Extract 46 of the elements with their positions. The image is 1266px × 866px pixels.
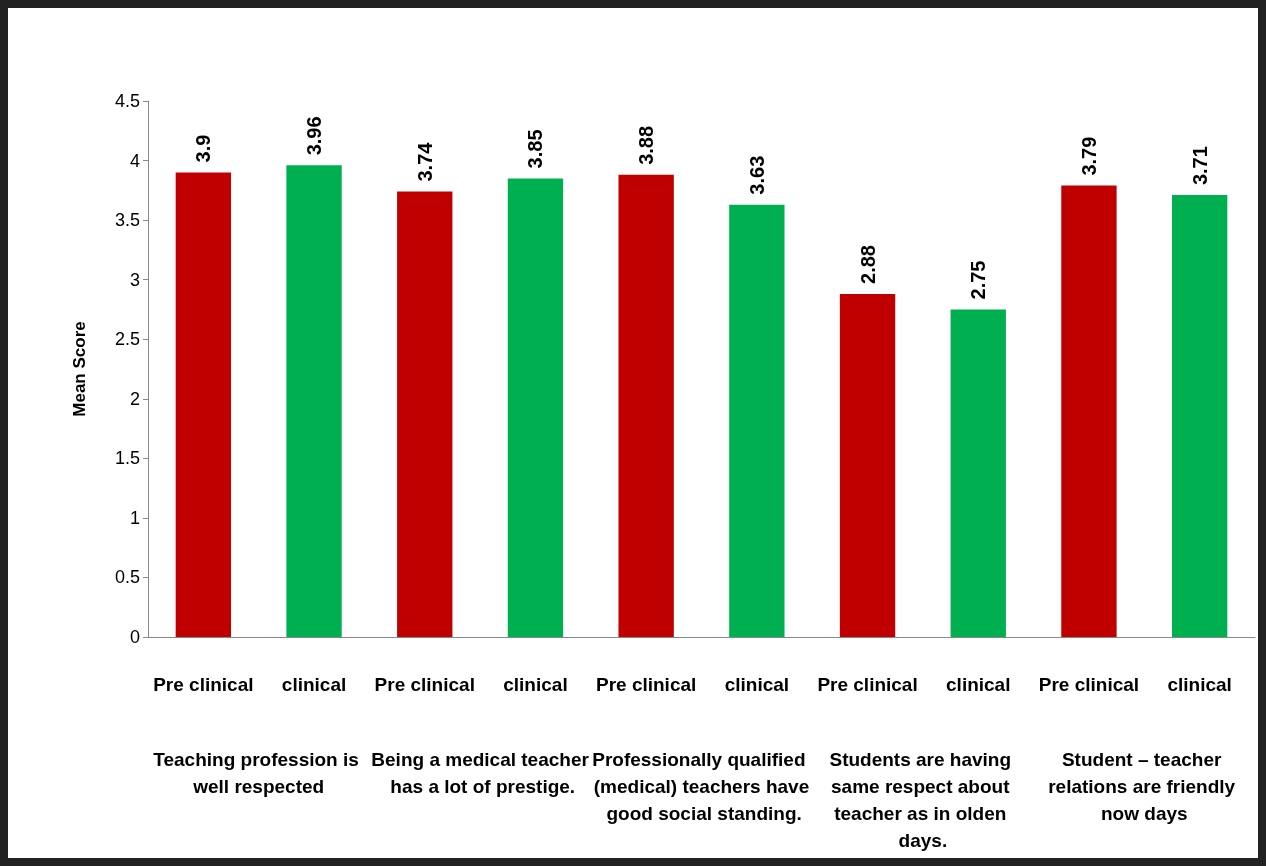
y-tick-label: 2.5 [114,329,140,350]
bar [1171,195,1228,637]
bar [839,293,896,637]
y-tick-label: 4 [129,150,140,171]
data-label: 2.88 [856,245,879,284]
x-tick-label: Pre clinical [1038,674,1140,695]
x-tick-label: Pre clinical [374,674,475,695]
bar [286,165,342,637]
text: Professionally qualified (medical) teachers have good social standing. [592,749,811,824]
text: Teaching profession is well respected [153,749,365,797]
x-tick-label: clinical [946,674,1011,695]
data-label: 3.96 [303,116,326,156]
x-tick-label: clinical [1167,674,1232,695]
bar [175,172,232,637]
y-axis-title: Mean Score [70,321,89,417]
data-label: 2.75 [967,260,990,300]
bar [1061,185,1117,637]
y-tick-label: 1.5 [114,448,140,469]
y-tick-label: 4.5 [114,91,140,111]
y-tick-label: 0 [129,627,140,647]
text: Students are having same respect about teacher as in olden days. [829,749,1017,851]
y-tick-label: 3 [129,269,140,290]
x-tick-label: Pre clinical [595,674,697,695]
data-label: 3.9 [192,134,215,163]
text: Being a medical teacher has a lot of prestige. [371,749,590,797]
data-label: 3.63 [745,155,768,195]
data-label: 3.79 [1077,136,1100,176]
data-label: 3.85 [524,129,547,169]
y-tick-label: 3.5 [114,210,140,231]
x-tick-label: clinical [503,674,568,695]
bar [729,204,785,637]
data-label: 3.74 [413,141,436,182]
x-tick-label: Pre clinical [153,674,254,695]
bar [397,191,453,637]
y-tick-label: 0.5 [114,567,140,588]
bar [950,309,1006,637]
bar [507,178,564,637]
text: Student – teacher relations are friendly now days [1048,749,1241,824]
y-tick-label: 2 [129,388,140,409]
x-tick-label: clinical [281,674,347,695]
bar [618,174,674,637]
y-tick-label: 1 [129,507,140,528]
x-tick-label: clinical [724,674,790,695]
x-tick-label: Pre clinical [817,674,918,695]
data-label: 3.71 [1188,146,1211,186]
data-label: 3.88 [635,125,658,165]
